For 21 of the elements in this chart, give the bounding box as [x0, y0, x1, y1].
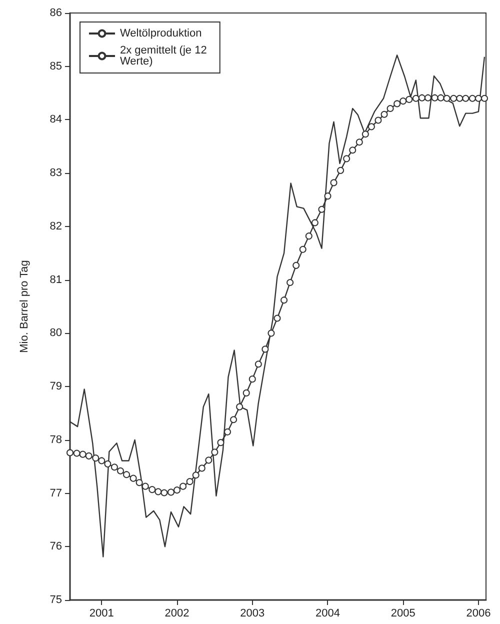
- x-tick-label: 2002: [164, 608, 190, 620]
- y-tick-label: 78: [50, 434, 62, 446]
- legend-label: Weltölproduktion: [120, 28, 202, 40]
- y-tick-label: 75: [50, 594, 62, 606]
- x-tick-label: 2006: [466, 608, 491, 620]
- y-tick-label: 81: [50, 274, 62, 286]
- x-tick-label: 2001: [89, 608, 114, 620]
- y-tick-label: 79: [50, 380, 62, 393]
- y-tick-label: 77: [50, 487, 62, 500]
- y-tick-label: 84: [50, 114, 62, 126]
- y-tick-label: 76: [50, 540, 62, 553]
- y-axis-title: Mio. Barrel pro Tag: [18, 260, 30, 353]
- y-tick-label: 86: [50, 7, 62, 19]
- x-tick-label: 2005: [390, 608, 416, 620]
- y-tick-label: 83: [50, 167, 62, 180]
- x-tick-label: 2004: [315, 608, 340, 620]
- y-tick-label: 82: [50, 220, 62, 232]
- y-tick-label: 80: [50, 327, 62, 340]
- x-tick-label: 2003: [240, 608, 265, 620]
- legend-label: 2x gemittelt (je 12 Werte): [120, 44, 210, 68]
- y-tick-label: 85: [50, 60, 62, 72]
